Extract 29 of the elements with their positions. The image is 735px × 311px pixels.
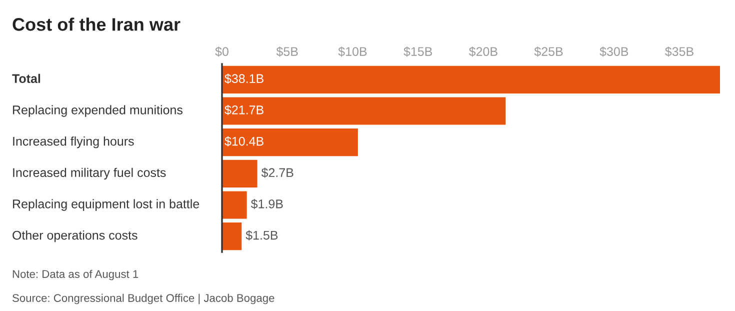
source-note: Source: Congressional Budget Office | Jacob Bogage xyxy=(12,294,274,304)
x-tick-label: $5B xyxy=(276,46,298,57)
bar xyxy=(222,66,720,94)
y-tick-label: Increased military fuel costs xyxy=(13,168,166,180)
x-tick-label: $0 xyxy=(215,46,228,57)
y-tick-label: Total xyxy=(12,74,40,84)
data-label: $1.5B xyxy=(246,230,278,240)
data-label: $1.9B xyxy=(250,198,283,210)
text: Note: Data as of August 1 xyxy=(12,270,138,280)
bar xyxy=(222,222,242,250)
y-tick-label: Replacing expended munitions xyxy=(13,105,182,117)
x-tick-label: $30B xyxy=(600,46,628,57)
chart-title: Cost of the Iran war xyxy=(12,18,180,31)
y-tick-label: Other operations costs xyxy=(12,230,138,242)
bar xyxy=(222,97,506,125)
data-label: $38.1B xyxy=(224,74,264,84)
bar xyxy=(222,128,358,156)
data-label: $2.7B xyxy=(261,168,294,178)
data-label: $10.4B xyxy=(224,136,264,146)
x-tick-label: $35B xyxy=(665,46,694,57)
y-tick-label: Increased flying hours xyxy=(13,136,134,148)
y-tick-label: Replacing equipment lost in battle xyxy=(13,199,200,211)
x-tick-label: $25B xyxy=(534,46,563,57)
bar xyxy=(222,160,258,188)
bar xyxy=(222,191,247,219)
x-tick-label: $20B xyxy=(468,46,498,57)
data-label: $21.7B xyxy=(224,104,264,116)
x-tick-label: $15B xyxy=(404,46,432,57)
x-tick-label: $10B xyxy=(338,46,367,57)
